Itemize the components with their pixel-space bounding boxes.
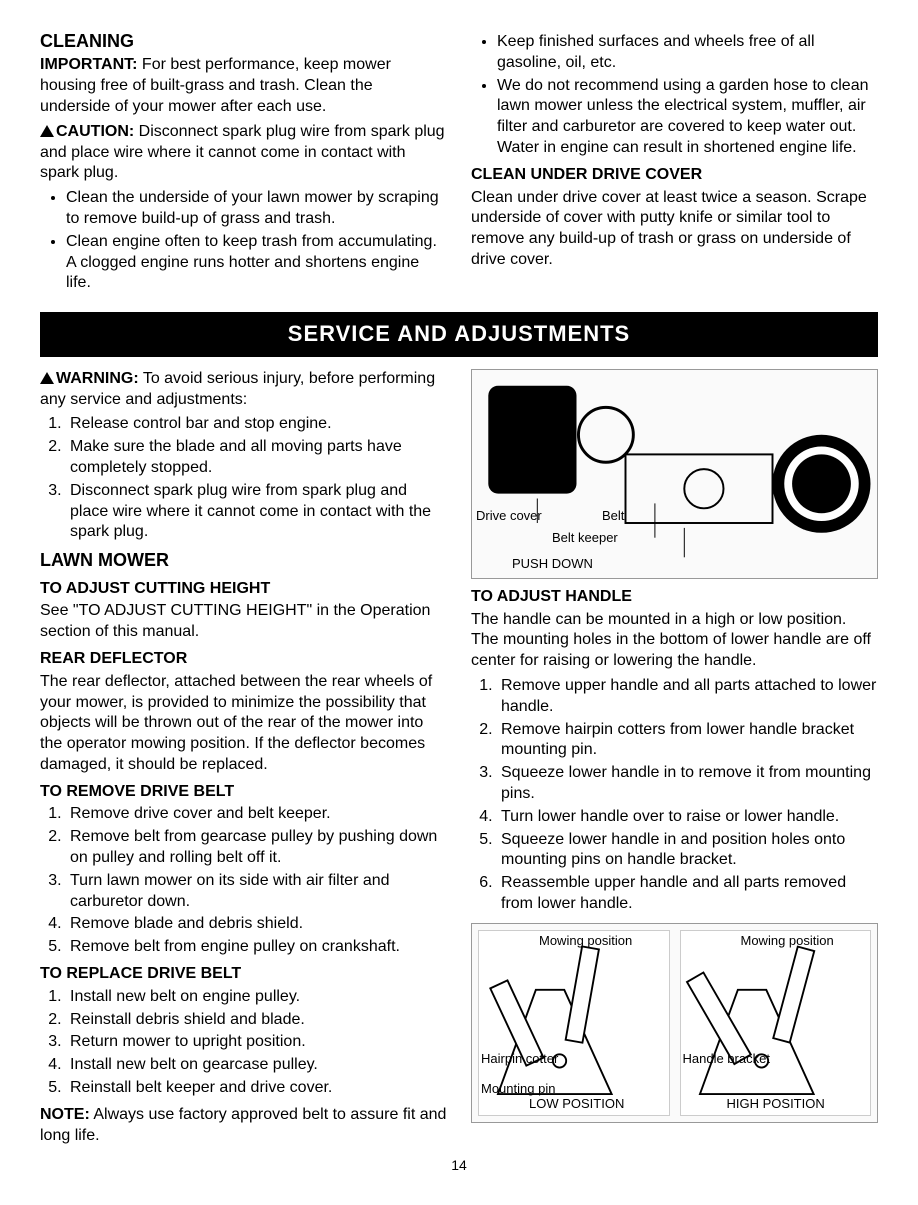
remove-belt-steps: Remove drive cover and belt keeper. Remo… [40,804,447,958]
adjust-handle-steps: Remove upper handle and all parts attach… [471,676,878,915]
list-item: Clean engine often to keep trash from ac… [66,232,447,294]
caution-label: CAUTION: [56,123,134,140]
belt-label: Belt [602,508,624,525]
list-item: Clean the underside of your lawn mower b… [66,188,447,230]
replace-belt-title: TO REPLACE DRIVE BELT [40,964,447,985]
cleaning-title: CLEANING [40,30,447,53]
under-cover-title: CLEAN UNDER DRIVE COVER [471,165,878,186]
mowing-position-label: Mowing position [539,933,632,950]
important-label: IMPORTANT: [40,56,137,73]
list-item: Reinstall debris shield and blade. [66,1010,447,1031]
list-item: Remove belt from engine pulley on cranks… [66,937,447,958]
drive-cover-label: Drive cover [476,508,542,525]
list-item: Reassemble upper handle and all parts re… [497,873,878,915]
drive-cover-diagram: Drive cover Belt Belt keeper PUSH DOWN [471,369,878,579]
lawn-mower-title: LAWN MOWER [40,549,447,572]
adjust-height-title: TO ADJUST CUTTING HEIGHT [40,579,447,600]
list-item: Keep finished surfaces and wheels free o… [497,32,878,74]
belt-keeper-label: Belt keeper [552,530,618,547]
adjust-height-text: See "TO ADJUST CUTTING HEIGHT" in the Op… [40,601,447,643]
list-item: Reinstall belt keeper and drive cover. [66,1078,447,1099]
cleaning-left-col: CLEANING IMPORTANT: For best performance… [40,30,447,300]
rear-deflector-text: The rear deflector, attached between the… [40,672,447,776]
warning-steps: Release control bar and stop engine. Mak… [40,414,447,543]
service-right-col: Drive cover Belt Belt keeper PUSH DOWN T… [471,369,878,1151]
adjust-handle-text: The handle can be mounted in a high or l… [471,610,878,672]
push-down-label: PUSH DOWN [512,556,593,573]
handle-high-icon [681,931,871,1115]
list-item: Remove upper handle and all parts attach… [497,676,878,718]
remove-belt-title: TO REMOVE DRIVE BELT [40,782,447,803]
list-item: Remove hairpin cotters from lower handle… [497,720,878,762]
low-position-diagram: Mowing position Hairpin cotter Mounting … [478,930,670,1116]
list-item: Disconnect spark plug wire from spark pl… [66,481,447,543]
cleaning-bullets-right: Keep finished surfaces and wheels free o… [471,32,878,159]
service-section: WARNING: To avoid serious injury, before… [40,369,878,1151]
list-item: Remove drive cover and belt keeper. [66,804,447,825]
replace-belt-steps: Install new belt on engine pulley. Reins… [40,987,447,1099]
cleaning-caution: CAUTION: Disconnect spark plug wire from… [40,122,447,184]
list-item: Release control bar and stop engine. [66,414,447,435]
page-number: 14 [40,1156,878,1174]
list-item: Squeeze lower handle in and position hol… [497,830,878,872]
cleaning-right-col: Keep finished surfaces and wheels free o… [471,30,878,300]
low-position-label: LOW POSITION [529,1096,624,1113]
handle-position-diagram: Mowing position Hairpin cotter Mounting … [471,923,878,1123]
warning-block: WARNING: To avoid serious injury, before… [40,369,447,411]
note-block: NOTE: Always use factory approved belt t… [40,1105,447,1147]
hairpin-cotter-label: Hairpin cotter [481,1051,558,1068]
mower-diagram-icon [478,376,871,572]
high-position-diagram: Mowing position Handle bracket HIGH POSI… [680,930,872,1116]
list-item: We do not recommend using a garden hose … [497,76,878,159]
under-cover-text: Clean under drive cover at least twice a… [471,188,878,271]
cleaning-section: CLEANING IMPORTANT: For best performance… [40,30,878,300]
list-item: Turn lower handle over to raise or lower… [497,807,878,828]
cleaning-important: IMPORTANT: For best performance, keep mo… [40,55,447,117]
warning-triangle-icon [40,125,54,137]
high-position-label: HIGH POSITION [727,1096,825,1113]
list-item: Install new belt on gearcase pulley. [66,1055,447,1076]
service-banner: SERVICE AND ADJUSTMENTS [40,312,878,357]
list-item: Turn lawn mower on its side with air fil… [66,871,447,913]
handle-bracket-label: Handle bracket [683,1051,770,1068]
warning-label: WARNING: [56,370,139,387]
mowing-position-label: Mowing position [741,933,834,950]
note-text: Always use factory approved belt to assu… [40,1106,446,1144]
cleaning-bullets-left: Clean the underside of your lawn mower b… [40,188,447,294]
adjust-handle-title: TO ADJUST HANDLE [471,587,878,608]
rear-deflector-title: REAR DEFLECTOR [40,649,447,670]
list-item: Remove blade and debris shield. [66,914,447,935]
list-item: Squeeze lower handle in to remove it fro… [497,763,878,805]
list-item: Install new belt on engine pulley. [66,987,447,1008]
service-left-col: WARNING: To avoid serious injury, before… [40,369,447,1151]
list-item: Make sure the blade and all moving parts… [66,437,447,479]
note-label: NOTE: [40,1106,90,1123]
list-item: Remove belt from gearcase pulley by push… [66,827,447,869]
list-item: Return mower to upright position. [66,1032,447,1053]
warning-triangle-icon [40,372,54,384]
